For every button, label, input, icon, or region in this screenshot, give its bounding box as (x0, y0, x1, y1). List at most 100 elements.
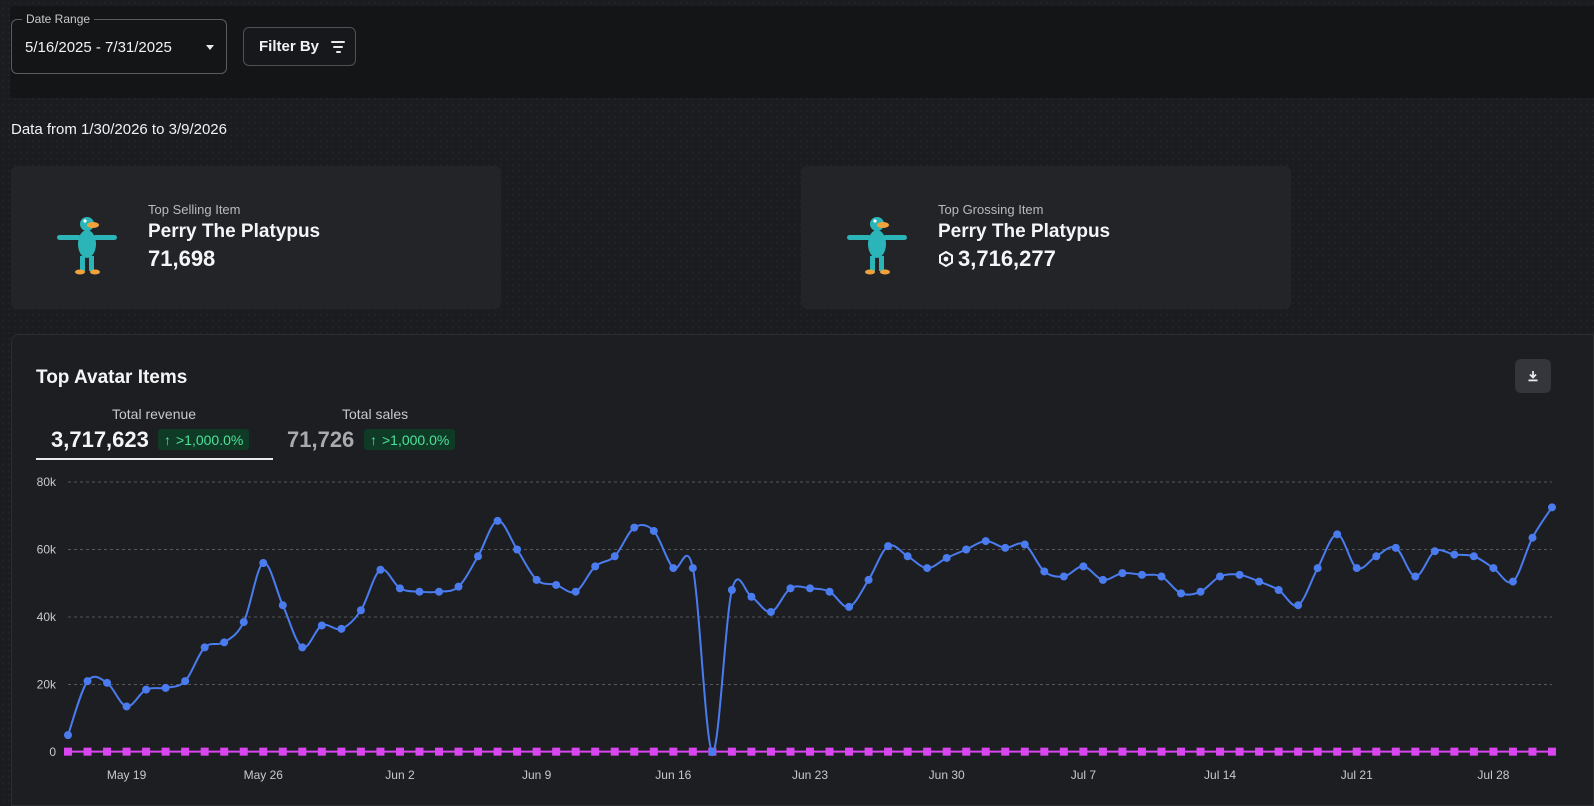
x-tick-label: Jul 28 (1477, 768, 1509, 782)
revenue-point (1372, 552, 1381, 561)
sales-point (1216, 747, 1225, 756)
sales-point (64, 747, 72, 756)
revenue-point (376, 565, 385, 574)
sales-point (610, 747, 619, 756)
top-selling-label: Top Selling Item (148, 202, 241, 217)
revenue-point (1118, 569, 1127, 578)
sales-point (317, 747, 326, 756)
revenue-point (317, 621, 326, 630)
revenue-point (610, 552, 619, 561)
revenue-point (64, 731, 72, 740)
top-selling-value: 71,698 (148, 246, 215, 272)
revenue-point (571, 587, 580, 596)
revenue-point (825, 587, 834, 596)
revenue-point (1001, 543, 1010, 552)
revenue-point (1430, 547, 1439, 556)
revenue-point (220, 638, 229, 647)
revenue-point (1137, 570, 1146, 579)
filter-icon (331, 40, 346, 53)
sales-point (376, 747, 385, 756)
top-selling-name: Perry The Platypus (148, 221, 321, 242)
sales-point (962, 747, 971, 756)
x-tick-label: May 26 (244, 768, 284, 782)
revenue-point (1450, 550, 1459, 559)
sales-point (1333, 747, 1342, 756)
revenue-point (1059, 572, 1068, 581)
top-grossing-amount: 3,716,277 (958, 246, 1056, 271)
filter-by-button[interactable]: Filter By (243, 27, 356, 66)
tab-total-sales[interactable]: Total sales 71,726 ↑ >1,000.0% (274, 405, 474, 460)
revenue-point (415, 587, 424, 596)
caret-down-icon (206, 45, 214, 50)
date-range-label: Date Range (22, 12, 95, 26)
revenue-point (513, 545, 522, 554)
revenue-point (1508, 577, 1517, 586)
revenue-point (1411, 572, 1420, 581)
y-tick-label: 40k (37, 610, 57, 624)
revenue-point (1040, 567, 1049, 576)
x-tick-label: Jul 14 (1204, 768, 1236, 782)
sales-point (903, 747, 912, 756)
revenue-point (649, 526, 658, 535)
sales-point (474, 747, 483, 756)
x-tick-label: Jun 23 (792, 768, 828, 782)
revenue-point (122, 702, 131, 711)
top-grossing-card: Top Grossing Item Perry The Platypus 3,7… (801, 166, 1291, 309)
tab-label: Total revenue (112, 406, 197, 422)
revenue-point (688, 564, 697, 573)
revenue-point (1469, 552, 1478, 561)
sales-point (923, 747, 932, 756)
x-tick-label: Jun 16 (655, 768, 691, 782)
revenue-point (845, 602, 854, 611)
revenue-point (1196, 587, 1205, 596)
revenue-point (1216, 572, 1225, 581)
revenue-point (337, 624, 346, 633)
revenue-point (766, 607, 775, 616)
sales-point (415, 747, 424, 756)
sales-point (1548, 747, 1556, 756)
robux-icon (939, 251, 953, 267)
revenue-point (1294, 601, 1303, 610)
download-button[interactable] (1515, 359, 1551, 393)
date-range-select[interactable]: Date Range 5/16/2025 - 7/31/2025 (11, 12, 227, 74)
sales-point (884, 747, 893, 756)
revenue-point (962, 545, 971, 554)
sales-point (571, 747, 580, 756)
filter-by-label: Filter By (259, 38, 320, 55)
top-grossing-name: Perry The Platypus (938, 221, 1111, 242)
x-tick-label: Jul 7 (1071, 768, 1097, 782)
x-tick-label: May 19 (107, 768, 147, 782)
sales-point (1079, 747, 1088, 756)
sales-point (122, 747, 131, 756)
revenue-point (1489, 564, 1498, 573)
y-tick-label: 0 (49, 745, 56, 759)
x-tick-label: Jun 2 (385, 768, 415, 782)
sales-point (1352, 747, 1361, 756)
revenue-point (1274, 586, 1283, 594)
y-tick-label: 20k (37, 678, 57, 692)
revenue-point (591, 562, 600, 571)
change-badge: ↑ >1,000.0% (364, 429, 456, 450)
sales-point (1489, 747, 1498, 756)
revenue-point (395, 584, 404, 593)
top-selling-card: Top Selling Item Perry The Platypus 71,6… (11, 166, 501, 309)
sales-point (1294, 747, 1303, 756)
sales-point (669, 747, 678, 756)
revenue-point (298, 643, 307, 652)
sales-point (181, 747, 190, 756)
tab-total-revenue[interactable]: Total revenue 3,717,623 ↑ >1,000.0% (36, 405, 273, 460)
sales-point (1196, 747, 1205, 756)
revenue-point (884, 542, 893, 551)
sales-point (532, 747, 541, 756)
sales-point (1255, 747, 1264, 756)
sales-point (220, 747, 229, 756)
revenue-point (181, 677, 190, 686)
sales-point (1469, 747, 1478, 756)
top-avatar-items-panel: Top Avatar Items Total revenue 3,717,623… (11, 334, 1594, 806)
sales-point (630, 747, 639, 756)
tab-label: Total sales (342, 406, 409, 422)
sales-point (1059, 747, 1068, 756)
sales-point (1157, 747, 1166, 756)
sales-point (688, 747, 697, 756)
sales-point (395, 747, 404, 756)
